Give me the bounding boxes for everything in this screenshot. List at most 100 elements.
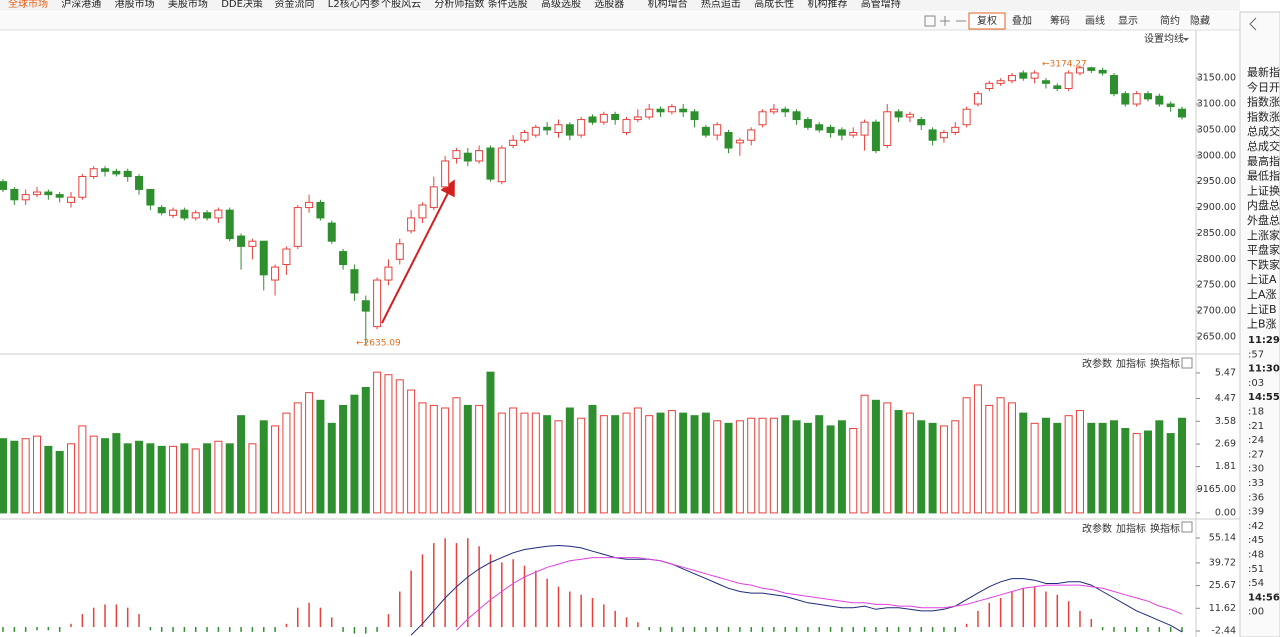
volume-bar [101, 438, 110, 514]
menu-item[interactable]: 条件选股 [488, 0, 528, 10]
candle-body [769, 108, 778, 113]
menu-item[interactable]: 高管增持 [861, 0, 901, 10]
volume-bar [577, 417, 586, 514]
volume-bar [214, 440, 223, 514]
candle-body [588, 116, 597, 123]
volume-bar [89, 435, 98, 514]
candle-body [191, 212, 200, 219]
candle-body [792, 111, 801, 121]
volume-bar [203, 443, 212, 514]
volume-bar [747, 417, 756, 514]
candle-body [293, 207, 302, 247]
toolbar-button[interactable]: 复权 [977, 14, 997, 27]
volume-bar [611, 415, 620, 514]
volume-bar [520, 412, 529, 514]
candle-body [1098, 69, 1107, 74]
close-button[interactable] [1181, 357, 1193, 369]
side-label: 上B涨 [1247, 318, 1277, 331]
y-tick-label: 4.47 [1215, 393, 1236, 404]
volume-bar [871, 399, 880, 514]
menu-item[interactable]: 热点追击 [701, 0, 741, 10]
volume-bar [1109, 420, 1118, 514]
y-tick-label: 5.47 [1215, 367, 1236, 378]
volume-bar [1064, 415, 1073, 514]
candle-body [1007, 75, 1016, 82]
toolbar-button[interactable]: 简约 [1160, 14, 1180, 27]
toolbar-button[interactable]: 筹码 [1050, 14, 1070, 27]
y-tick-label: 2850.00 [1197, 228, 1236, 239]
toolbar-button[interactable]: 显示 [1118, 15, 1138, 27]
menu-item[interactable]: DDE决策 [221, 0, 263, 10]
candle-body [883, 111, 892, 146]
indicator-button[interactable]: 改参数 [1082, 522, 1112, 535]
indicator-button[interactable]: 改参数 [1082, 357, 1112, 370]
indicator-button[interactable]: 换指标 [1150, 522, 1180, 535]
candle-body [237, 235, 246, 247]
menu-item[interactable]: 美股市场 [168, 0, 208, 10]
toolbar-button[interactable]: 叠加 [1012, 15, 1032, 27]
toolbar-button[interactable]: 画线 [1085, 14, 1105, 27]
volume-bar [407, 389, 416, 514]
volume-bar [781, 415, 790, 514]
time-label: 14:56 [1248, 592, 1280, 603]
volume-bar [690, 415, 699, 514]
toolbar-icons [924, 15, 966, 27]
menu-item[interactable]: 全球市场 [8, 0, 48, 10]
menu-item[interactable]: 机构推荐 [808, 0, 848, 10]
volume-bar [758, 417, 767, 514]
candle-body [928, 129, 937, 141]
candle-body [10, 188, 19, 201]
volume-bar [441, 407, 450, 514]
volume-bar [395, 379, 404, 514]
side-label: 上涨家 [1247, 228, 1280, 242]
volume-bar [531, 412, 540, 514]
time-label: :00 [1248, 607, 1264, 618]
y-tick-label: 2750.00 [1197, 280, 1236, 291]
menu-item[interactable]: 分析师指数 [434, 0, 484, 10]
volume-bar [55, 450, 64, 514]
menu-item[interactable]: 高级选股 [541, 0, 581, 10]
time-label: :24 [1248, 435, 1264, 446]
candle-body [418, 204, 427, 219]
candle-body [905, 113, 914, 118]
candle-body [259, 240, 268, 276]
side-label: 上A涨 [1247, 288, 1277, 301]
y-tick-label: 2950.00 [1197, 176, 1236, 187]
candle-body [271, 266, 280, 281]
volume-bar [452, 397, 461, 514]
time-label: :39 [1248, 507, 1264, 518]
side-label: 最高指 [1247, 154, 1280, 168]
collapse-icon[interactable] [1249, 17, 1257, 31]
candle-body [497, 147, 506, 183]
indicator-button[interactable]: 换指标 [1150, 357, 1180, 370]
close-button[interactable] [1181, 521, 1193, 533]
menu-item[interactable]: 港股市场 [115, 0, 155, 10]
toolbar-button[interactable]: 隐藏 [1190, 15, 1210, 27]
volume-bar [543, 415, 552, 514]
menu-item[interactable]: L2核心内参 [328, 0, 380, 10]
trend-arrow [381, 179, 455, 324]
menu-item[interactable]: 资金流向 [275, 0, 315, 10]
volume-bar [1178, 417, 1186, 514]
volume-bar [883, 402, 892, 514]
menu-item[interactable]: 机构增合 [648, 0, 688, 10]
side-label: 今日开 [1247, 80, 1280, 94]
ma-setting[interactable]: 设置均线 [1144, 32, 1184, 45]
volume-bar [1019, 412, 1028, 514]
candle-body [395, 243, 404, 260]
menu-item[interactable]: 高成长性 [754, 0, 794, 10]
indicator-button[interactable]: 加指标 [1116, 357, 1146, 370]
time-label: 11:30 [1248, 364, 1280, 375]
candle-body [747, 129, 756, 141]
candle-body [690, 111, 699, 121]
candle-body [633, 116, 642, 121]
menu-item[interactable]: 沪深港通 [61, 0, 101, 10]
volume-bar [293, 402, 302, 514]
y-tick-label: 2650.00 [1197, 331, 1236, 342]
time-label: :03 [1248, 378, 1264, 389]
volume-bar [282, 412, 291, 514]
candle-body [531, 126, 540, 136]
indicator-button[interactable]: 加指标 [1116, 522, 1146, 535]
menu-item[interactable]: 个股风云 [381, 0, 421, 10]
menu-item[interactable]: 选股器 [594, 0, 624, 10]
